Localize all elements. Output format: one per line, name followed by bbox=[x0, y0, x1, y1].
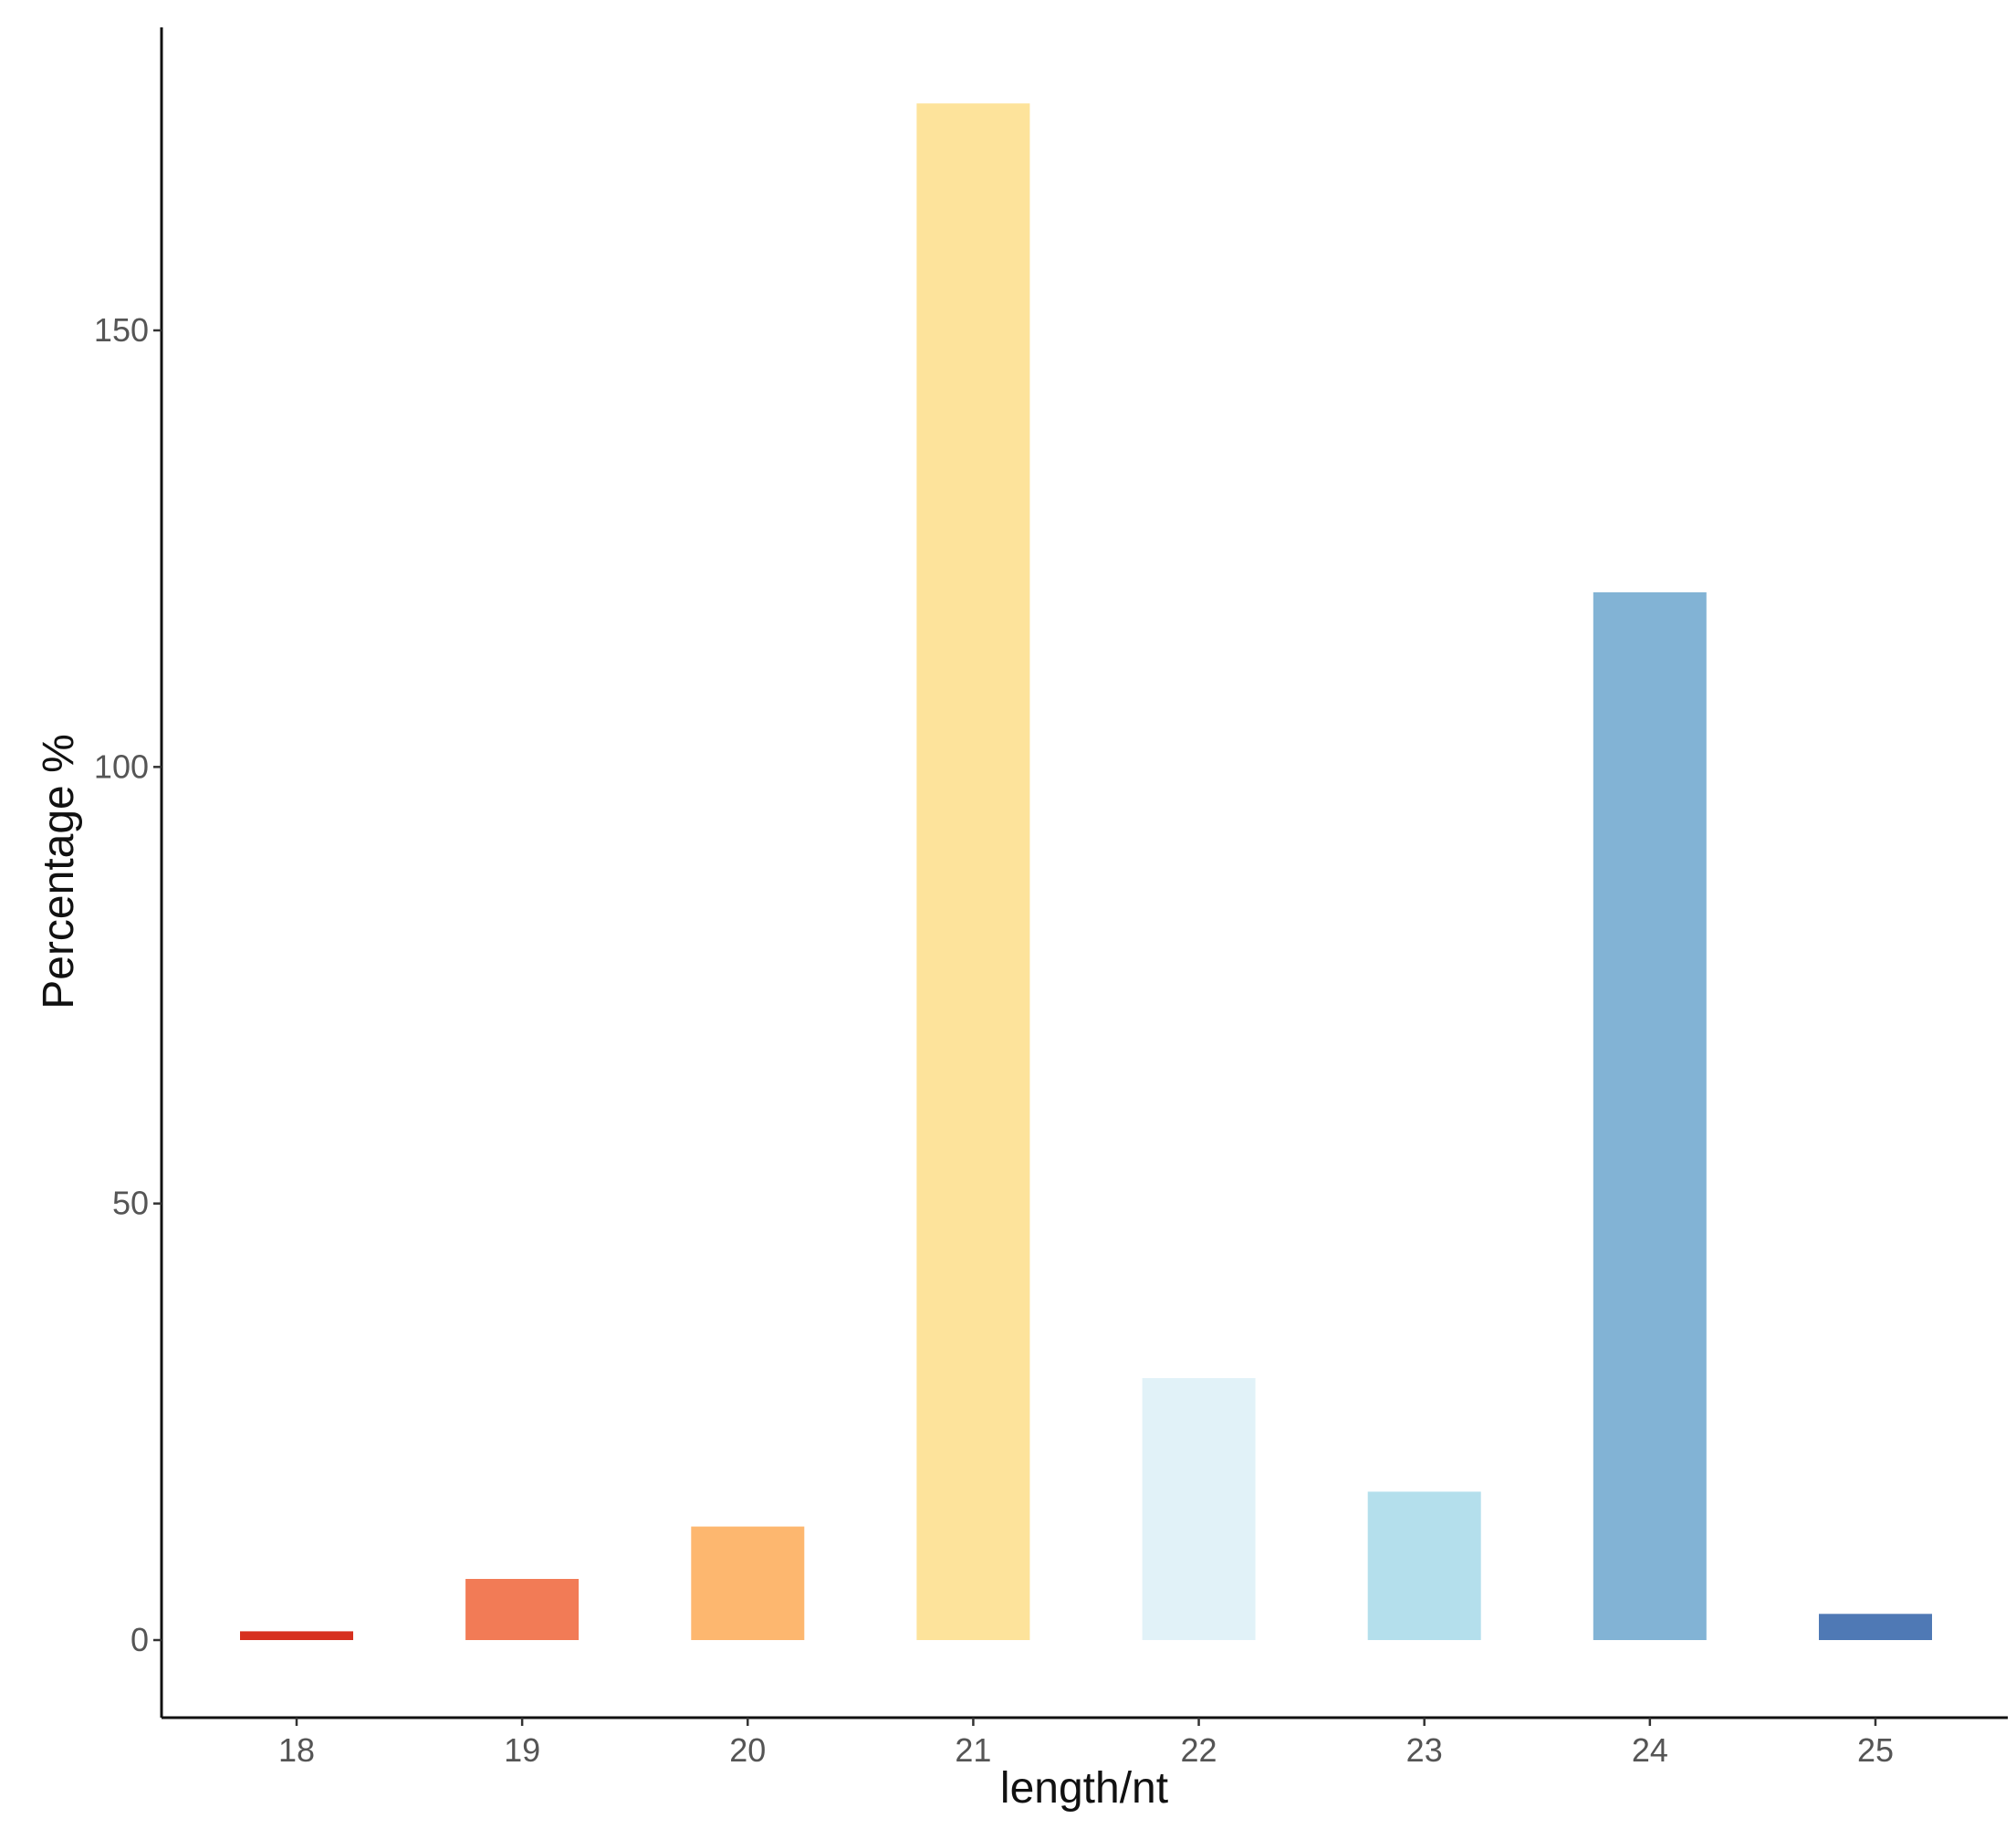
y-axis-title: Percentage % bbox=[35, 734, 83, 1009]
bar-20 bbox=[691, 1526, 805, 1640]
x-tick-label-20: 20 bbox=[729, 1731, 766, 1769]
x-ticks-group: 18 19 20 21 22 23 24 25 bbox=[278, 1718, 1894, 1769]
y-tick-label-100: 100 bbox=[94, 747, 149, 785]
y-ticks-group: 0 50 100 150 bbox=[94, 311, 162, 1658]
bar-21 bbox=[916, 103, 1030, 1640]
bar-23 bbox=[1367, 1491, 1481, 1640]
y-tick-label-0: 0 bbox=[131, 1621, 149, 1658]
y-tick-label-150: 150 bbox=[94, 311, 149, 349]
x-tick-label-21: 21 bbox=[955, 1731, 991, 1769]
x-tick-label-19: 19 bbox=[504, 1731, 540, 1769]
x-tick-label-24: 24 bbox=[1632, 1731, 1668, 1769]
x-tick-label-18: 18 bbox=[278, 1731, 315, 1769]
bar-19 bbox=[465, 1579, 580, 1640]
x-tick-label-25: 25 bbox=[1857, 1731, 1894, 1769]
x-tick-label-23: 23 bbox=[1406, 1731, 1443, 1769]
bars-group bbox=[240, 103, 1932, 1640]
x-axis-title: length/nt bbox=[1000, 1764, 1168, 1813]
y-tick-label-50: 50 bbox=[112, 1185, 149, 1222]
x-tick-label-22: 22 bbox=[1181, 1731, 1217, 1769]
bar-18 bbox=[240, 1631, 353, 1640]
bar-22 bbox=[1142, 1378, 1256, 1640]
bar-25 bbox=[1819, 1614, 1932, 1640]
bar-24 bbox=[1593, 592, 1707, 1640]
